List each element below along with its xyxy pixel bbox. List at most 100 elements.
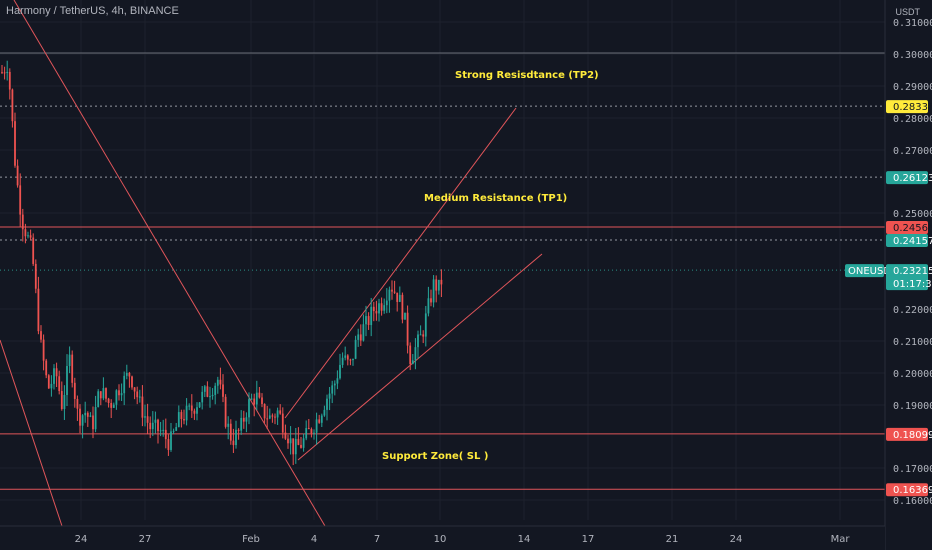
trendline (284, 107, 517, 419)
candle-body (209, 396, 211, 398)
candle-body (29, 235, 32, 238)
candle-body (16, 165, 19, 186)
candle-body (255, 392, 258, 405)
candle-body (86, 412, 89, 417)
candles (1, 60, 443, 466)
y-tick-label: 0.22000 (893, 305, 932, 316)
candle-body (60, 391, 63, 409)
candle-body (393, 291, 396, 293)
candle-body (432, 279, 435, 303)
candle-body (248, 399, 250, 418)
time-axis[interactable]: 24 27 Feb 4 7 10 14 17 21 24 Mar (0, 525, 885, 550)
symbol-tag-label: ONEUSDT (848, 266, 898, 277)
candle-body (417, 334, 419, 348)
candle-body (84, 412, 87, 416)
candle-body (242, 417, 245, 422)
candle-body (141, 396, 144, 418)
candle-body (71, 354, 74, 383)
candle-body (362, 324, 365, 341)
grid-lines (0, 0, 885, 520)
candle-body (125, 372, 128, 376)
candle-body (245, 417, 248, 422)
candle-body (274, 416, 276, 418)
x-tick-label: 4 (311, 534, 317, 545)
candle-body (11, 89, 14, 122)
candle-body (352, 358, 354, 361)
candle-body (172, 430, 175, 432)
candle-body (32, 237, 35, 264)
candle-body (430, 298, 432, 303)
candle-body (211, 394, 214, 397)
x-tick-label: 24 (730, 534, 743, 545)
candle-body (271, 415, 274, 417)
candle-body (419, 334, 422, 336)
candle-body (349, 359, 352, 361)
candle-body (323, 409, 326, 416)
candle-body (227, 423, 230, 427)
candle-body (328, 393, 331, 399)
countdown-label: 01:17:34 (893, 279, 932, 290)
candle-body (53, 368, 55, 384)
candle-body (313, 432, 315, 434)
candle-body (214, 385, 217, 395)
y-tick-label: 0.21000 (893, 337, 932, 348)
candle-body (97, 391, 100, 408)
price-tag (886, 171, 928, 185)
candle-body (175, 426, 178, 431)
candle-body (216, 379, 219, 386)
candle-body (73, 382, 76, 399)
price-tag-label: 0.24564 (893, 223, 932, 234)
candle-body (138, 396, 141, 398)
candle-body (167, 439, 170, 450)
candle-body (409, 345, 412, 364)
candle-body (206, 386, 209, 397)
candle-body (406, 312, 409, 346)
candle-body (370, 306, 373, 326)
candle-body (1, 72, 3, 74)
candle-body (203, 386, 206, 392)
price-tags: 0.28338 0.26123 0.24564 0.24157 0.18099 0.163… (845, 100, 932, 497)
candle-body (24, 229, 27, 237)
candle-body (196, 407, 198, 414)
candle-body (232, 440, 235, 446)
candle-body (372, 306, 375, 312)
annotation-label: Medium Resistance (TP1) (424, 193, 567, 204)
candle-body (180, 412, 183, 420)
trendline (0, 339, 63, 527)
candle-body (281, 413, 284, 433)
candle-body (435, 279, 438, 291)
candle-body (68, 354, 71, 367)
candle-body (380, 303, 383, 311)
candle-body (284, 432, 287, 439)
y-tick-label: 0.31000 (893, 18, 932, 29)
candle-body (261, 397, 263, 404)
candle-body (268, 415, 271, 419)
candle-body (146, 416, 149, 423)
candle-body (326, 398, 328, 410)
trendline (297, 253, 543, 461)
candle-body (89, 415, 92, 417)
candle-body (154, 419, 157, 423)
y-tick-label: 0.17000 (893, 464, 932, 475)
candle-body (411, 360, 414, 364)
candle-body (388, 289, 391, 301)
candle-body (365, 316, 367, 325)
candle-body (136, 391, 139, 398)
y-tick-label: 0.25000 (893, 209, 932, 220)
candle-body (315, 419, 318, 433)
candle-body (263, 403, 266, 419)
candle-body (391, 289, 393, 292)
candle-body (375, 311, 378, 314)
candle-body (424, 313, 427, 337)
candle-body (336, 378, 339, 384)
candle-body (159, 430, 162, 432)
price-tag (886, 220, 928, 234)
candle-body (307, 428, 310, 430)
candle-body (120, 393, 123, 396)
x-tick-label: 24 (75, 534, 88, 545)
candle-body (258, 392, 261, 398)
x-tick-label: 27 (139, 534, 152, 545)
candle-body (170, 431, 172, 450)
x-tick-label: 7 (374, 534, 380, 545)
